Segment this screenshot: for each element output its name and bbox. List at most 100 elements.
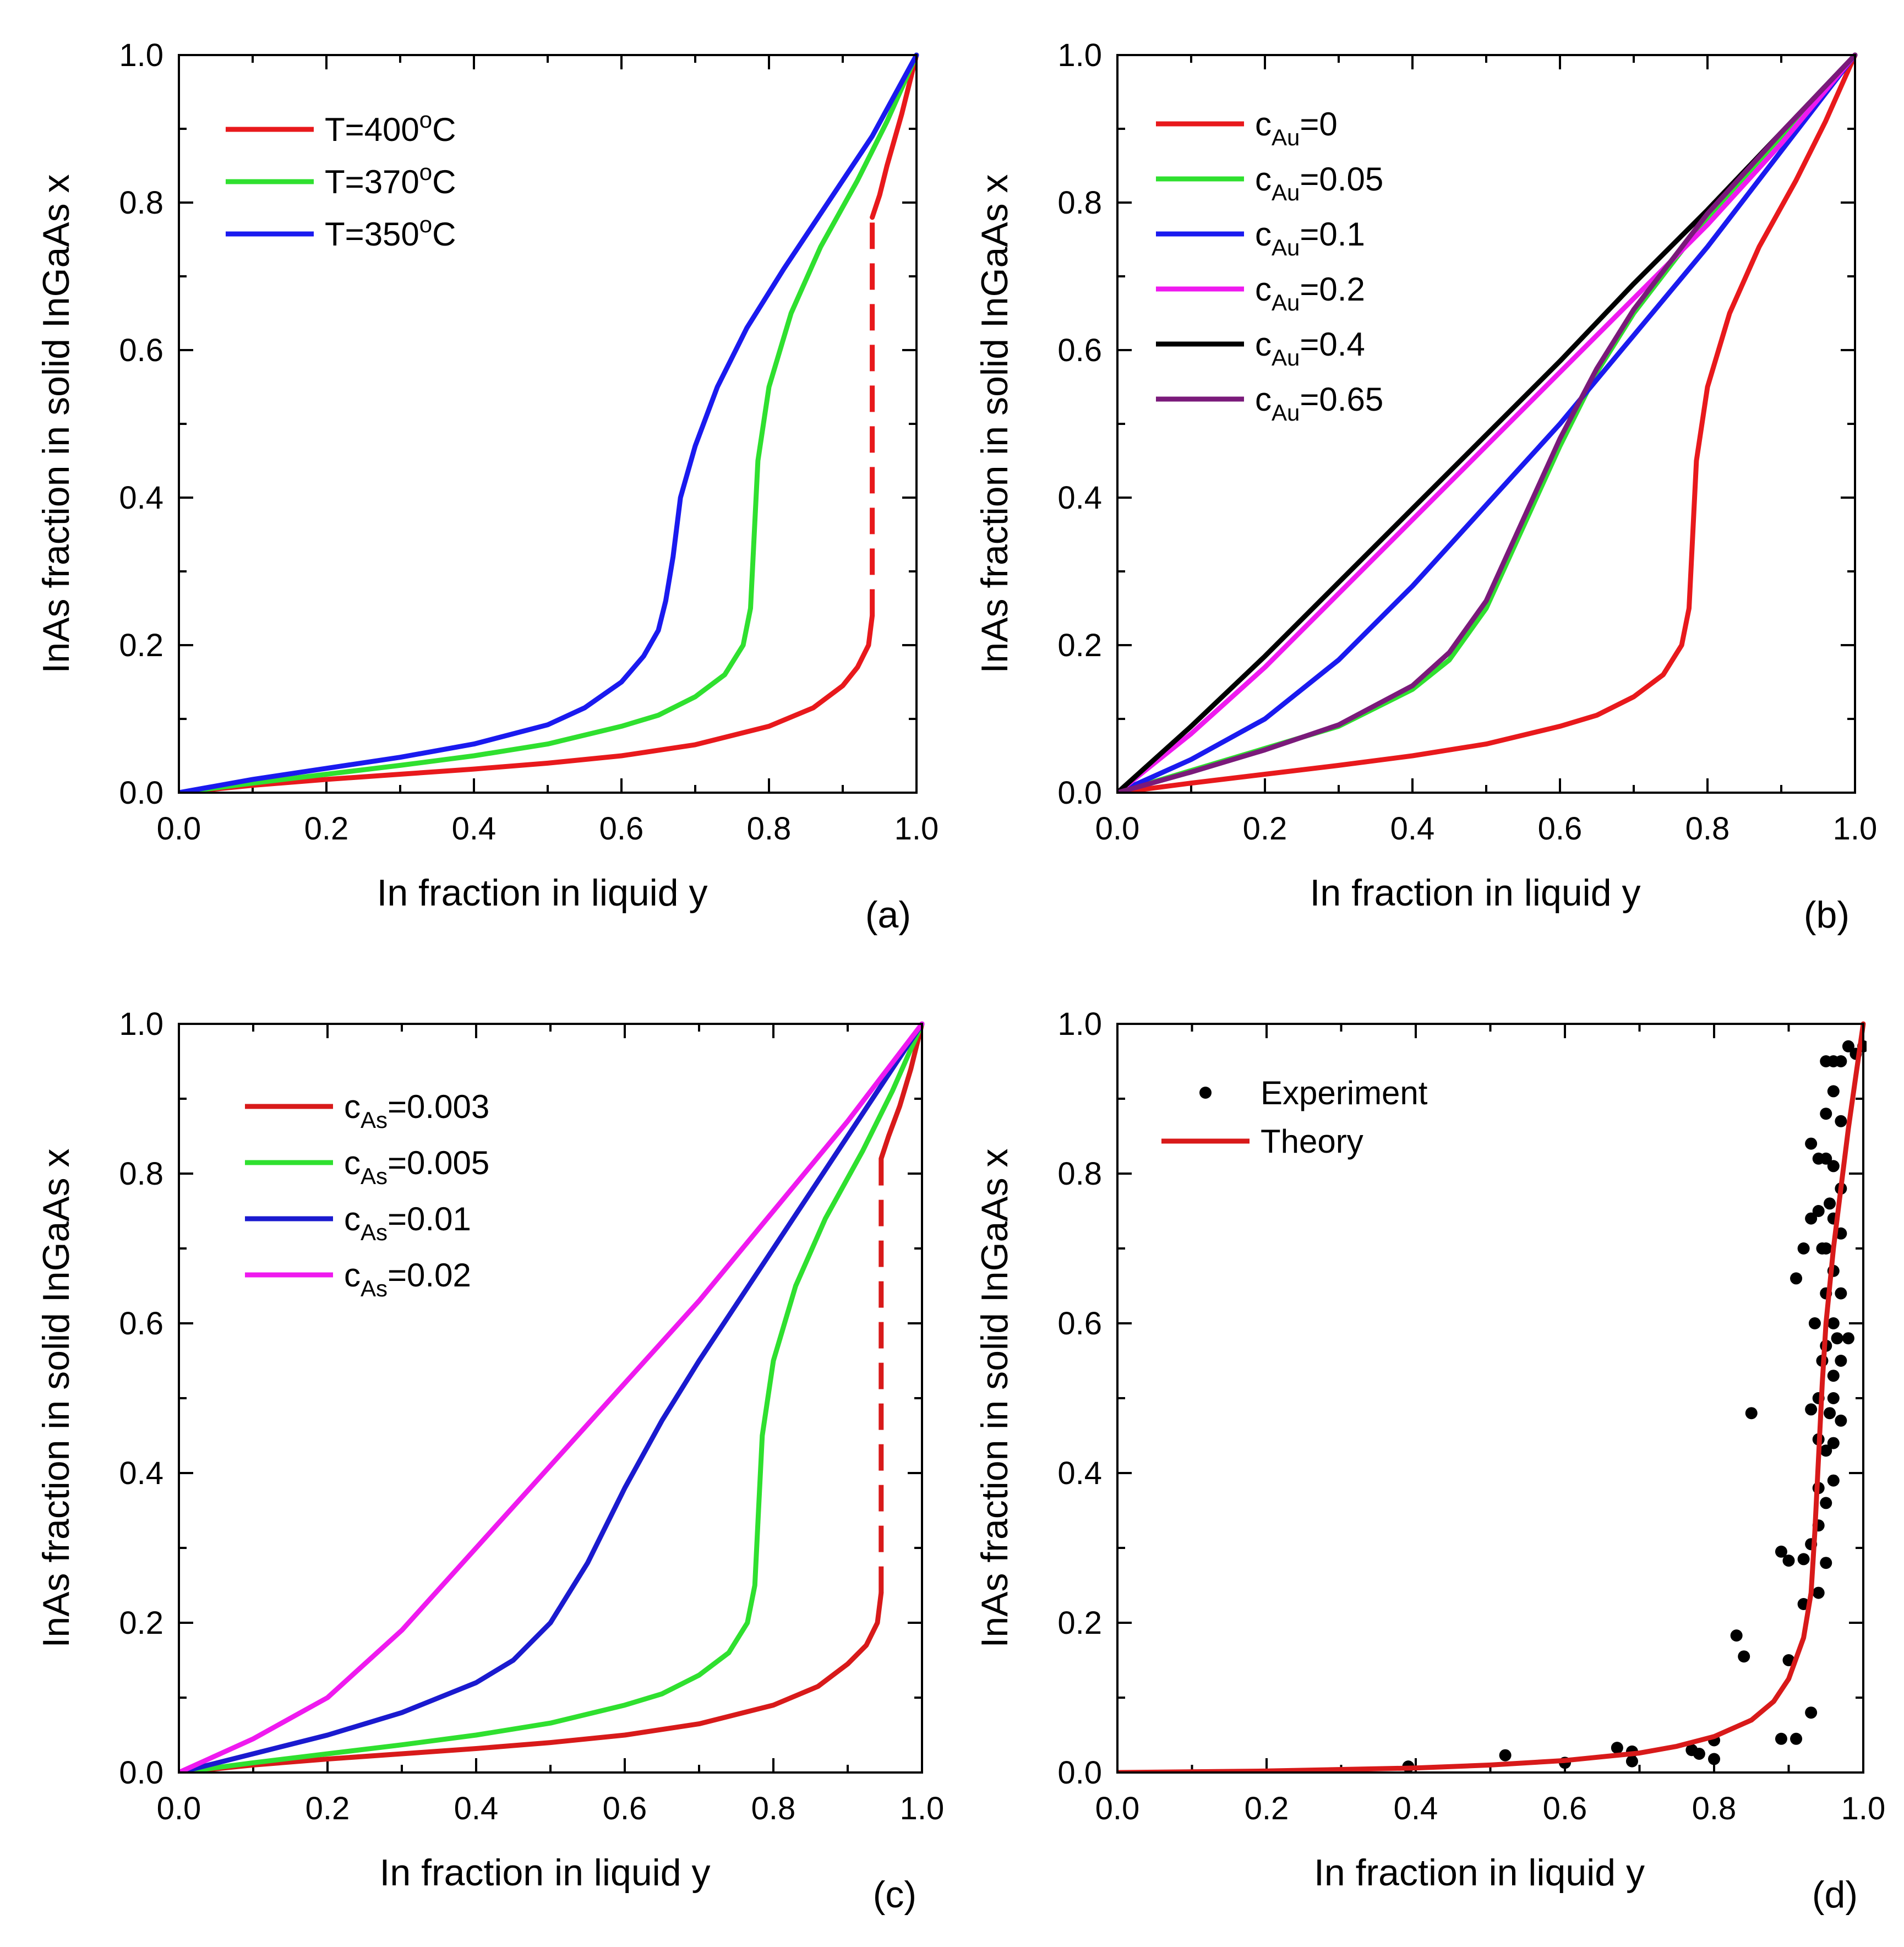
legend: Experiment Theory [1161,1075,1428,1160]
legend-label: Theory [1261,1123,1363,1160]
legend-label-sub: As [361,1219,388,1245]
data-point [1827,1085,1840,1098]
y-tick-label: 1.0 [119,37,163,73]
legend-label-main: c [344,1201,361,1237]
x-tick-label: 0.8 [1692,1791,1737,1826]
data-point [1827,1370,1840,1382]
data-point [1805,1212,1818,1225]
x-tick-label: 0.4 [452,811,497,847]
y-tick-label: 0.8 [1057,185,1102,221]
legend-label-sup: o [419,159,432,185]
x-tick-label: 0.2 [1243,811,1287,847]
axes-frame [1116,54,1856,794]
x-tick-label: 0.6 [599,811,644,847]
legend-label: T=370oC [325,159,456,200]
plot-area [1117,52,1858,793]
y-tick-label: 1.0 [1057,37,1102,73]
y-tick-label: 0.8 [119,185,163,221]
legend-label-end: =0.4 [1300,326,1365,363]
data-point [1745,1407,1758,1420]
axes-frame [178,54,918,794]
x-tick-label: 0.8 [751,1791,796,1826]
data-point [1824,1407,1836,1420]
series-line-c-3 [179,1021,925,1773]
series-line-c-4 [179,1021,925,1773]
y-tick-label: 0.4 [119,1455,163,1491]
data-point [1824,1197,1836,1210]
legend-label: cAu=0.2 [1255,271,1365,315]
data-point [1782,1555,1795,1567]
legend-label-sup: o [419,211,432,237]
x-tick-label: 0.6 [1543,1791,1587,1826]
x-tick-label: 0.2 [305,1791,350,1826]
legend-label-sub: Au [1272,234,1300,260]
data-point [1812,1205,1825,1217]
y-axis-title: InAs fraction in solid InGaAs x [35,1148,77,1648]
chart-panel-d: 0.0 0.2 0.4 0.6 0.8 1.0 0.0 0.2 0.4 0.6 0.8 1.0 In f… [974,1006,1885,1916]
series-line-a-0 [179,613,875,793]
legend-label-end: =0.2 [1300,271,1365,308]
legend-label: cAu=0.1 [1255,216,1365,260]
x-axis-title: In fraction in liquid y [377,872,708,914]
legend-label-main: c [1255,106,1272,143]
x-tick-label: 0.8 [747,811,792,847]
data-point [1730,1629,1743,1642]
legend-label-main: c [344,1088,361,1125]
legend-label-sub: Au [1272,345,1300,370]
data-point [1827,1317,1840,1329]
data-point [1790,1272,1803,1285]
panel-label: (c) [873,1874,916,1916]
series-line-b-3 [1117,52,1858,793]
axes-frame [1116,1023,1864,1774]
data-point [1827,1392,1840,1404]
x-tick-label: 1.0 [1841,1791,1886,1826]
y-tick-label: 0.0 [119,1755,163,1791]
data-point [1782,1654,1795,1666]
series-line-c-2 [879,1021,925,1161]
data-point [1820,1497,1832,1509]
legend-label-sub: As [361,1163,388,1189]
plot-area [179,1021,925,1773]
legend-label-end: =0.02 [388,1257,471,1294]
legend-label-end: C [432,111,456,148]
y-tick-label: 0.6 [119,1306,163,1341]
data-point [1842,1040,1854,1052]
legend-label: cAs=0.02 [344,1257,471,1301]
x-tick-label: 0.4 [1394,1791,1438,1826]
data-point [1797,1242,1810,1255]
y-tick-label: 0.0 [1057,775,1102,811]
data-point [1842,1332,1854,1345]
data-point [1812,1586,1825,1599]
x-tick-label: 1.0 [894,811,939,847]
y-tick-label: 0.6 [1057,332,1102,368]
x-tick-label: 0.0 [157,811,201,847]
legend-label: cAs=0.003 [344,1088,489,1133]
legend-label-main: T=400 [325,111,419,148]
data-point [1835,1055,1847,1067]
x-axis-title: In fraction in liquid y [380,1852,711,1894]
data-point [1827,1160,1840,1172]
data-point [1738,1650,1750,1663]
plot-area [179,52,919,793]
legend-label: cAu=0.4 [1255,326,1365,370]
data-point [1820,1108,1832,1120]
x-tick-label: 0.6 [1538,811,1583,847]
data-point [1835,1287,1847,1300]
legend-label-sub: Au [1272,179,1300,205]
series-line-a-4 [179,52,919,793]
y-axis-title: InAs fraction in solid InGaAs x [35,174,77,673]
legend-label-main: c [344,1257,361,1294]
y-tick-label: 0.8 [1057,1156,1102,1192]
plot-area [1117,1021,1867,1773]
legend-marker [1199,1087,1212,1099]
legend-label: cAu=0.05 [1255,161,1383,205]
data-point [1775,1545,1787,1558]
data-point [1611,1742,1623,1754]
series-line-c-0 [179,1590,884,1773]
legend-label: cAu=0 [1255,106,1338,150]
x-tick-label: 0.2 [304,811,349,847]
data-point [1499,1749,1512,1761]
x-tick-label: 1.0 [900,1791,945,1826]
